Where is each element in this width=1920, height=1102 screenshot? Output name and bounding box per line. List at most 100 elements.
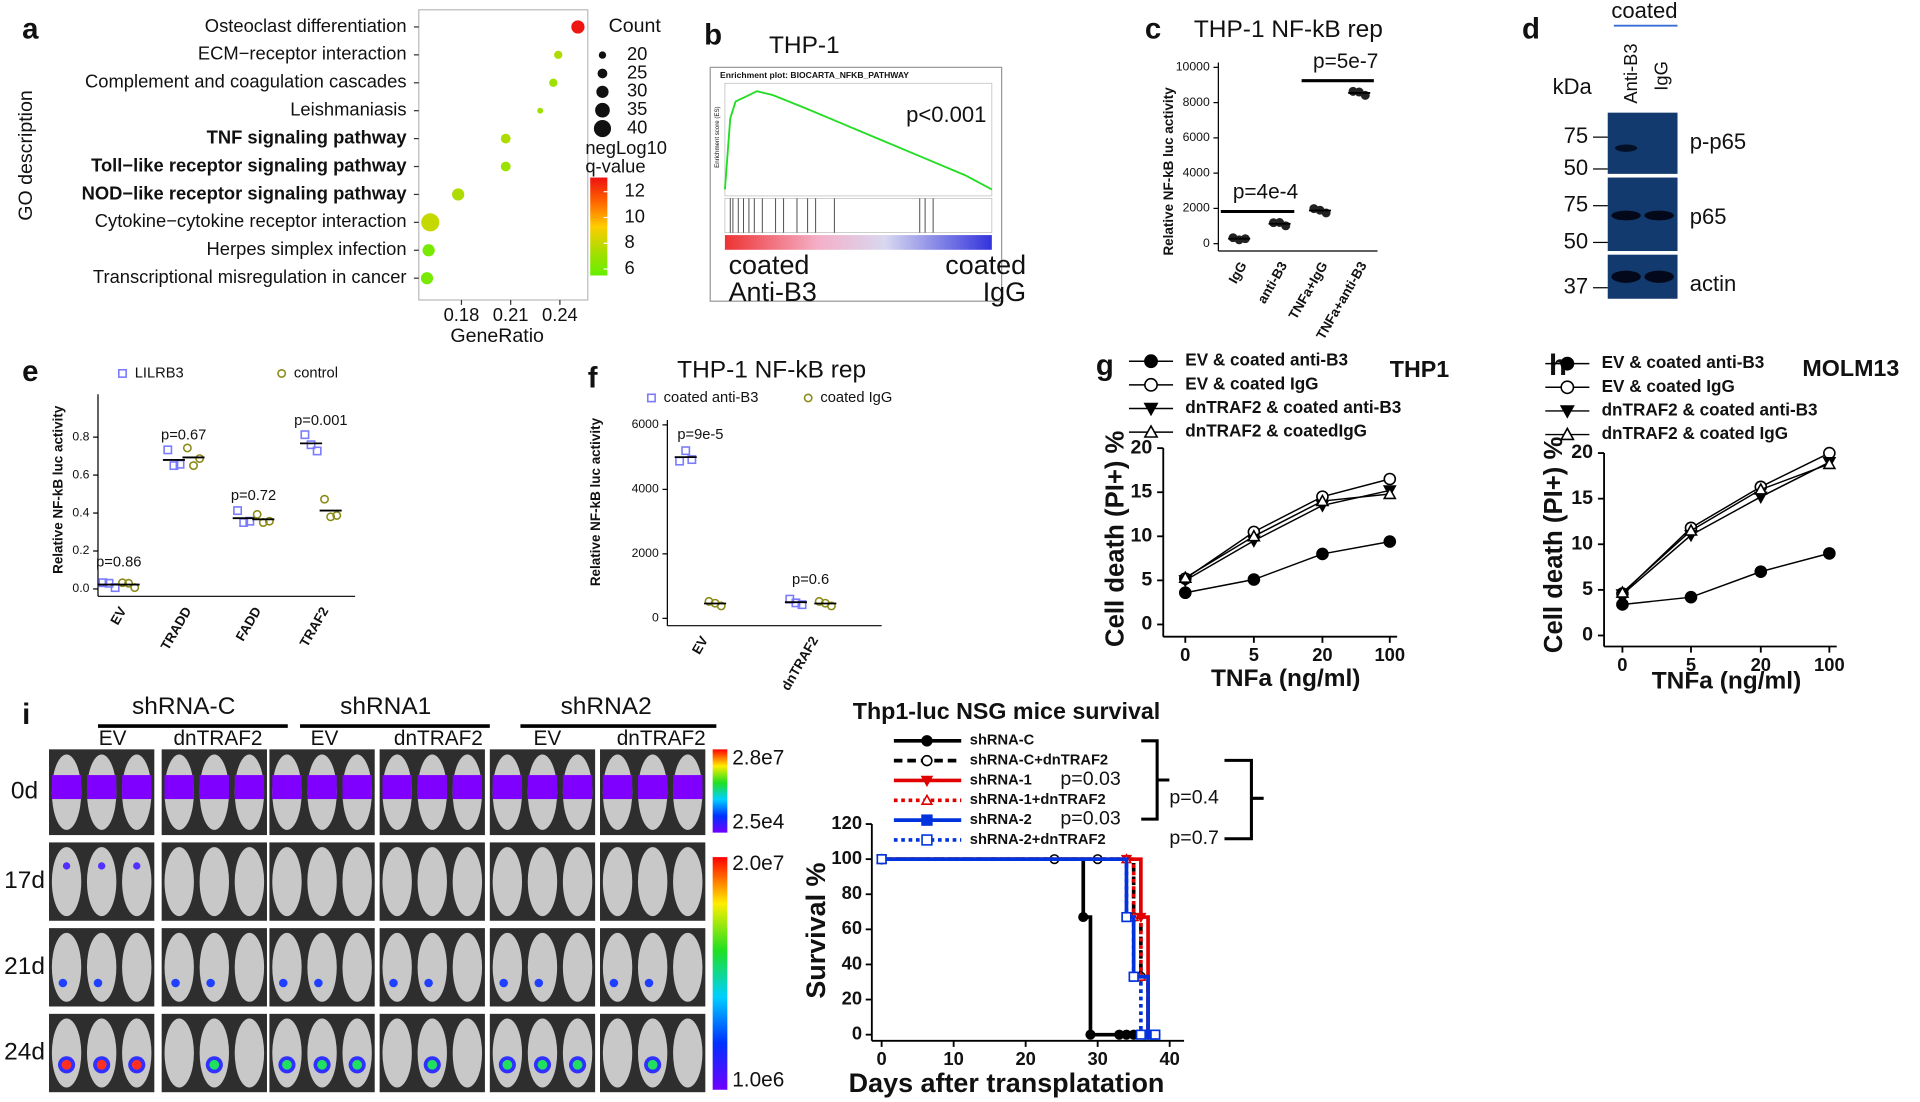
signal (527, 775, 558, 800)
survival-line (881, 857, 1150, 1035)
lane-label: dnTRAF2 (173, 727, 262, 750)
legend-label: coated IgG (820, 390, 892, 406)
day-label: 24d (4, 1038, 45, 1065)
chart-title: THP-1 (769, 32, 840, 59)
group-label: shRNA1 (340, 693, 431, 720)
x-axis-label: TNFa (ng/ml) (1652, 667, 1802, 694)
point (163, 445, 173, 455)
y-tick-label: Complement and coagulation cascades (85, 71, 407, 92)
x-tick-label: TRAF2 (297, 604, 332, 649)
colorbar-label: 2.8e7 (732, 747, 784, 770)
y-tick-label: 5 (1582, 578, 1593, 600)
legend-size (598, 51, 607, 59)
point (264, 516, 274, 526)
group-label: coated (729, 250, 810, 280)
mouse (452, 1018, 483, 1088)
marker (1128, 971, 1139, 982)
mouse (452, 847, 483, 917)
y-tick-label: TNF signaling pathway (207, 126, 408, 147)
y-tick-label: 10 (1130, 524, 1152, 546)
p-value: p=0.4 (1169, 787, 1219, 809)
series-line (1621, 452, 1830, 595)
legend-label: dnTRAF2 & coated anti-B3 (1602, 399, 1818, 419)
panel-letter: c (1145, 12, 1161, 45)
mouse (199, 1018, 230, 1088)
y-tick-label: 40 (842, 952, 862, 973)
band (1644, 270, 1674, 283)
chart-title: THP-1 NF-kB rep (677, 356, 866, 383)
legend-label: shRNA-2+dnTRAF2 (970, 832, 1106, 848)
series-line (1621, 461, 1830, 595)
legend-label: dnTRAF2 & coated anti-B3 (1185, 397, 1401, 417)
legend-marker (921, 754, 933, 767)
signal (282, 1059, 292, 1070)
legend-size (595, 102, 610, 118)
es-curve (723, 90, 993, 191)
legend-label: dnTRAF2 & coated IgG (1602, 423, 1788, 443)
legend-title: Count (609, 15, 662, 37)
y-tick-label: 100 (831, 847, 862, 868)
legend-marker (803, 393, 813, 403)
point (320, 494, 329, 504)
legend-marker (1144, 377, 1158, 392)
mouse (673, 1018, 703, 1088)
legend-title: negLog10 (585, 137, 667, 158)
series-line (1622, 552, 1830, 606)
legend-marker (921, 735, 933, 747)
y-tick-label: 80 (842, 882, 862, 903)
mouse (637, 1018, 668, 1088)
legend-marker (1559, 405, 1575, 419)
x-axis-label: Days after transplatation (849, 1068, 1165, 1098)
dot (571, 20, 585, 34)
p-value: p=0.72 (231, 488, 276, 504)
series-line (1621, 463, 1830, 594)
mouse (382, 847, 412, 917)
y-tick-label: 8000 (1183, 95, 1210, 109)
legend-label: 30 (627, 80, 647, 101)
mouse (86, 932, 117, 1002)
legend-marker (646, 393, 656, 403)
signal (58, 978, 68, 988)
point (189, 461, 198, 471)
y-tick-label: 10 (1571, 532, 1593, 554)
kda-label: 50 (1564, 155, 1589, 180)
signal (234, 775, 265, 800)
lane-label: EV (311, 727, 339, 750)
mouse (307, 1018, 337, 1088)
y-tick-label: 120 (831, 812, 862, 833)
signal (537, 1059, 548, 1070)
x-tick-label: 20 (1015, 1048, 1035, 1069)
mouse (602, 1018, 633, 1088)
signal (93, 978, 103, 988)
signal (133, 862, 141, 870)
x-tick-label: 0 (1617, 654, 1627, 675)
dot (554, 50, 563, 60)
survival-line (881, 857, 1156, 1037)
legend-label: shRNA-2 (970, 812, 1032, 828)
signal (502, 1059, 513, 1070)
x-axis-label: TNFa (ng/ml) (1211, 665, 1361, 692)
y-axis-label: Enrichment score (ES) (714, 106, 721, 167)
protein-label: p65 (1690, 204, 1727, 229)
group-label: Anti-B3 (729, 277, 817, 307)
series-line (1185, 540, 1390, 594)
y-tick-label: NOD−like receptor signaling pathway (82, 182, 408, 203)
signal (452, 775, 483, 800)
mouse (342, 1018, 372, 1088)
signal (279, 978, 288, 988)
mouse (164, 847, 194, 917)
signal (51, 775, 82, 800)
colorbar (712, 749, 728, 833)
signal (602, 775, 633, 800)
legend-label: 20 (627, 43, 647, 64)
colorbar-label: 10 (625, 205, 645, 226)
marker (1150, 1029, 1161, 1040)
lane-label: dnTRAF2 (394, 727, 483, 750)
plot-frame (709, 66, 1003, 302)
colorbar-label: 8 (625, 231, 635, 252)
y-tick-label: 0 (852, 1022, 862, 1043)
colorbar-label: 6 (625, 257, 635, 278)
x-tick-label: 5 (1686, 654, 1696, 675)
y-tick-label: 6000 (632, 417, 659, 431)
